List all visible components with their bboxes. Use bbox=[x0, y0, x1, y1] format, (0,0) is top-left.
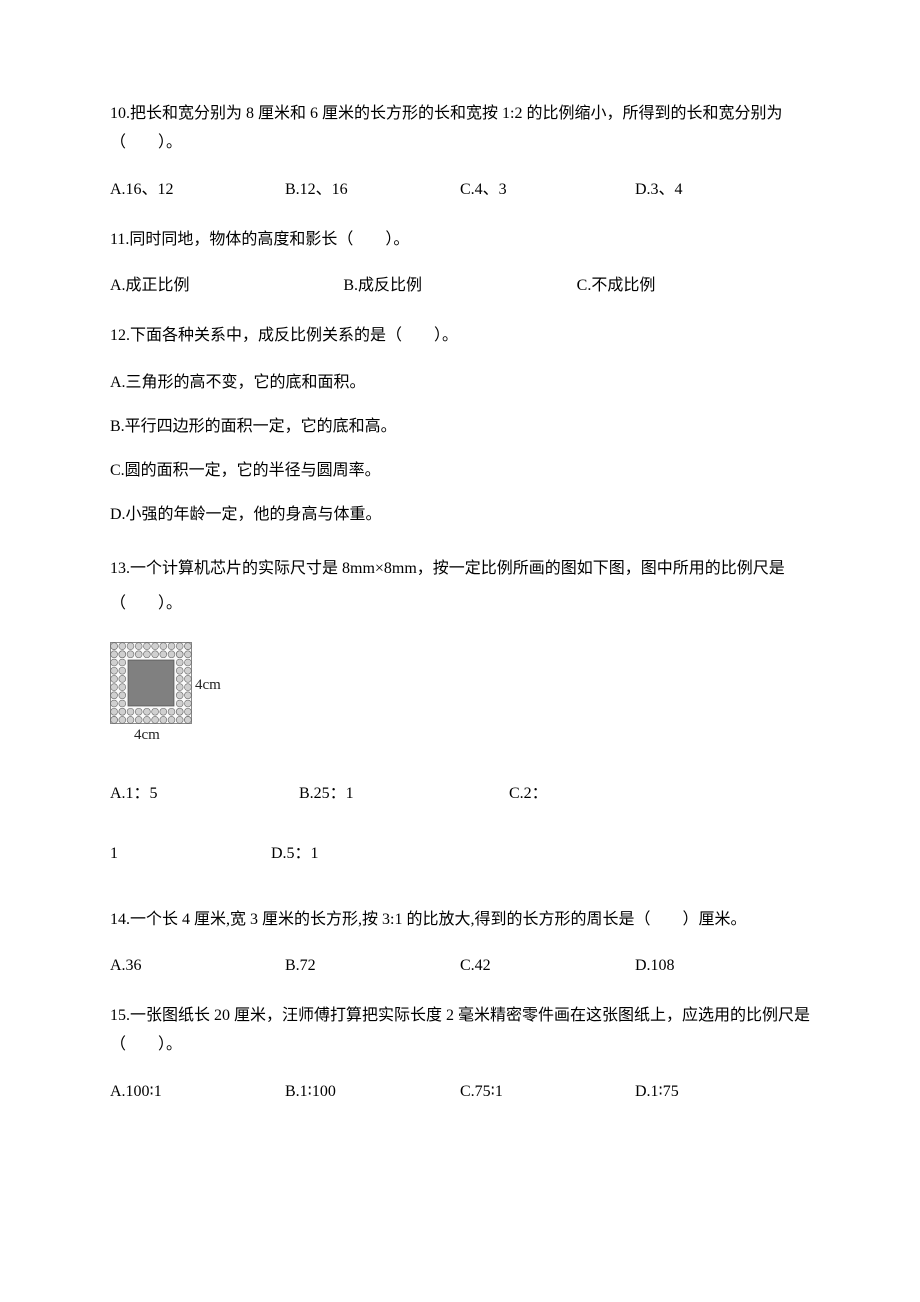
q15-option-b: B.1∶100 bbox=[285, 1080, 460, 1104]
q12-option-b: B.平行四边形的面积一定，它的底和高。 bbox=[110, 415, 810, 439]
question-11-text: 11.同时同地，物体的高度和影长（ ）。 bbox=[110, 226, 810, 255]
chip-svg bbox=[110, 642, 192, 724]
q15-option-d: D.1∶75 bbox=[635, 1080, 810, 1104]
question-12: 12.下面各种关系中，成反比例关系的是（ ）。 A.三角形的高不变，它的底和面积… bbox=[110, 322, 810, 527]
q10-option-b: B.12、16 bbox=[285, 178, 460, 202]
q10-option-c: C.4、3 bbox=[460, 178, 635, 202]
q14-option-d: D.108 bbox=[635, 954, 810, 978]
chip-label-right: 4cm bbox=[195, 674, 221, 697]
q14-option-b: B.72 bbox=[285, 954, 460, 978]
q12-option-a: A.三角形的高不变，它的底和面积。 bbox=[110, 371, 810, 395]
q13-option-b: B.25：1 bbox=[299, 782, 509, 806]
q15-option-a: A.100∶1 bbox=[110, 1080, 285, 1104]
q11-option-a: A.成正比例 bbox=[110, 274, 343, 298]
chip-label-bottom: 4cm bbox=[134, 724, 160, 747]
question-10-text: 10.把长和宽分别为 8 厘米和 6 厘米的长方形的长和宽按 1:2 的比例缩小… bbox=[110, 100, 810, 158]
q11-option-c: C.不成比例 bbox=[577, 274, 810, 298]
question-13-options-line1: A.1：5 B.25：1 C.2： bbox=[110, 782, 810, 806]
q10-option-d: D.3、4 bbox=[635, 178, 810, 202]
question-15-text: 15.一张图纸长 20 厘米，汪师傅打算把实际长度 2 毫米精密零件画在这张图纸… bbox=[110, 1002, 810, 1060]
q13-option-a: A.1：5 bbox=[110, 782, 299, 806]
q13-option-c-tail: 1 bbox=[110, 842, 271, 866]
question-15-options: A.100∶1 B.1∶100 C.75∶1 D.1∶75 bbox=[110, 1080, 810, 1104]
q14-option-a: A.36 bbox=[110, 954, 285, 978]
q14-option-c: C.42 bbox=[460, 954, 635, 978]
question-12-text: 12.下面各种关系中，成反比例关系的是（ ）。 bbox=[110, 322, 810, 351]
q13-option-d: D.5：1 bbox=[271, 842, 810, 866]
chip-figure: 4cm 4cm bbox=[110, 642, 240, 752]
question-13-text: 13.一个计算机芯片的实际尺寸是 8mm×8mm，按一定比例所画的图如下图，图中… bbox=[110, 551, 810, 621]
q12-option-d: D.小强的年龄一定，他的身高与体重。 bbox=[110, 503, 810, 527]
question-14-text: 14.一个长 4 厘米,宽 3 厘米的长方形,按 3:1 的比放大,得到的长方形… bbox=[110, 906, 810, 935]
question-11-options: A.成正比例 B.成反比例 C.不成比例 bbox=[110, 274, 810, 298]
q10-option-a: A.16、12 bbox=[110, 178, 285, 202]
q15-option-c: C.75∶1 bbox=[460, 1080, 635, 1104]
q11-option-b: B.成反比例 bbox=[343, 274, 576, 298]
question-10: 10.把长和宽分别为 8 厘米和 6 厘米的长方形的长和宽按 1:2 的比例缩小… bbox=[110, 100, 810, 202]
question-15: 15.一张图纸长 20 厘米，汪师傅打算把实际长度 2 毫米精密零件画在这张图纸… bbox=[110, 1002, 810, 1104]
question-13-options-line2: 1 D.5：1 bbox=[110, 842, 810, 866]
question-14: 14.一个长 4 厘米,宽 3 厘米的长方形,按 3:1 的比放大,得到的长方形… bbox=[110, 906, 810, 979]
question-13: 13.一个计算机芯片的实际尺寸是 8mm×8mm，按一定比例所画的图如下图，图中… bbox=[110, 551, 810, 865]
q12-option-c: C.圆的面积一定，它的半径与圆周率。 bbox=[110, 459, 810, 483]
question-11: 11.同时同地，物体的高度和影长（ ）。 A.成正比例 B.成反比例 C.不成比… bbox=[110, 226, 810, 299]
question-10-options: A.16、12 B.12、16 C.4、3 D.3、4 bbox=[110, 178, 810, 202]
q13-option-c: C.2： bbox=[509, 782, 810, 806]
question-14-options: A.36 B.72 C.42 D.108 bbox=[110, 954, 810, 978]
